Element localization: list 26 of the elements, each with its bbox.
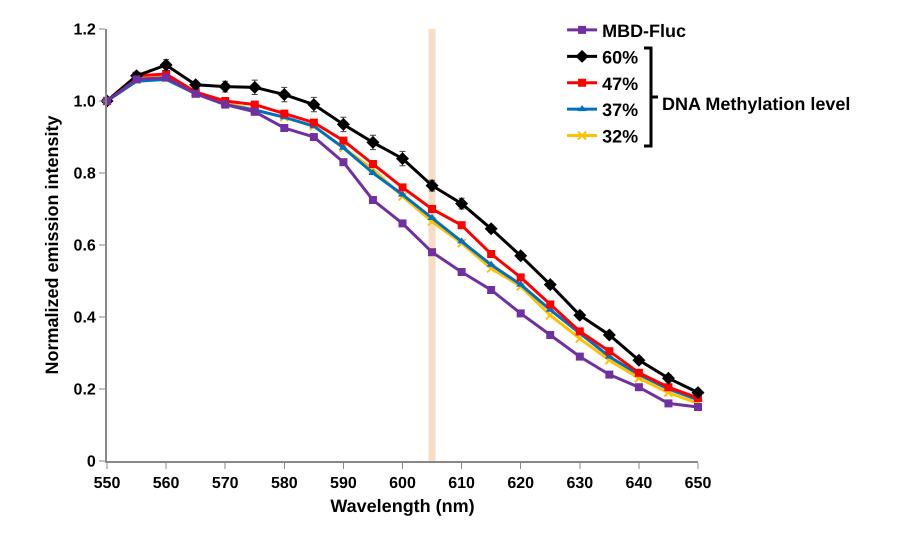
x-tick-label: 650 <box>684 475 712 492</box>
y-tick-label: 0 <box>86 454 96 471</box>
annotation: DNA Methylation level <box>662 94 850 114</box>
x-tick-label: 550 <box>94 475 120 492</box>
y-tick-label: 0.6 <box>74 238 96 255</box>
legend-label: 32% <box>602 126 638 147</box>
x-tick-label: 590 <box>330 475 357 492</box>
y-tick-label: 0.2 <box>74 382 96 399</box>
x-tick-label: 560 <box>152 475 180 492</box>
legend-label: 60% <box>602 47 638 68</box>
x-tick-label: 630 <box>566 475 594 492</box>
y-tick-label: 1.0 <box>74 94 96 111</box>
x-tick-label: 610 <box>448 475 476 492</box>
x-tick-label: 620 <box>507 475 534 492</box>
y-tick-label: 0.8 <box>74 166 96 183</box>
x-tick-label: 600 <box>389 475 416 492</box>
y-axis-title: Normalized emission intensity <box>42 115 62 375</box>
legend-label: 37% <box>602 100 638 120</box>
x-axis-title: Wavelength (nm) <box>330 496 475 516</box>
y-tick-label: 0.4 <box>74 310 96 327</box>
x-tick-label: 570 <box>212 475 239 492</box>
x-tick-label: 640 <box>626 475 652 492</box>
legend-label: 47% <box>602 74 638 94</box>
y-tick-label: 1.2 <box>74 22 96 39</box>
legend-label: MBD-Fluc <box>602 20 686 41</box>
x-tick-label: 580 <box>270 475 298 492</box>
